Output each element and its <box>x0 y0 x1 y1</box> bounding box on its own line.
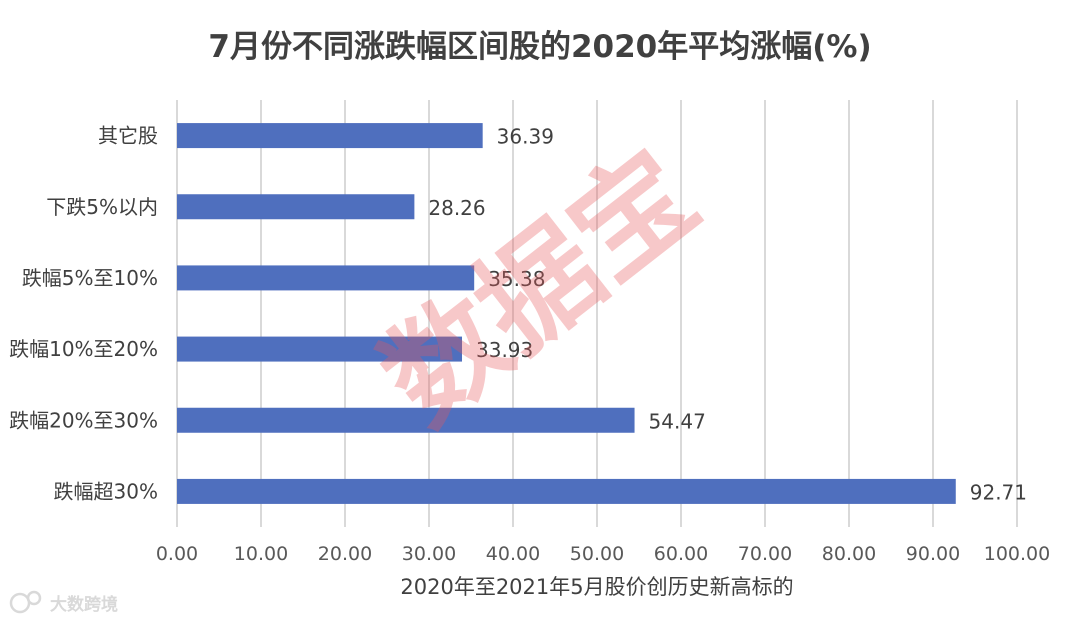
brand-logo-icon-dot <box>26 590 42 606</box>
x-tick-label: 50.00 <box>570 543 624 565</box>
brand-logo: 大数跨境 <box>9 590 118 615</box>
category-label: 其它股 <box>98 124 158 148</box>
data-label: 36.39 <box>497 125 554 149</box>
x-tick-label: 90.00 <box>906 543 960 565</box>
x-tick-label: 40.00 <box>486 543 540 565</box>
category-label: 跌幅20%至30% <box>9 408 158 432</box>
x-tick-label: 30.00 <box>402 543 456 565</box>
bar <box>177 478 956 504</box>
x-tick-label: 20.00 <box>318 543 372 565</box>
data-label: 92.71 <box>970 480 1027 504</box>
data-labels: 36.39 28.26 35.38 33.93 54.47 92.71 <box>428 125 1027 505</box>
data-label: 54.47 <box>649 409 706 433</box>
category-label: 下跌5%以内 <box>46 195 158 219</box>
bar <box>177 194 415 220</box>
data-label: 35.38 <box>488 267 545 291</box>
x-tick-label: 80.00 <box>822 543 876 565</box>
x-tick-label: 70.00 <box>738 543 792 565</box>
category-label: 跌幅10%至20% <box>9 337 158 361</box>
data-label: 28.26 <box>428 196 485 220</box>
x-tick-label: 10.00 <box>234 543 288 565</box>
x-tick-label: 100.00 <box>984 543 1050 565</box>
bar <box>177 336 463 362</box>
x-tick-label: 60.00 <box>654 543 708 565</box>
category-label: 跌幅5%至10% <box>22 266 158 290</box>
x-axis-title: 2020年至2021年5月股价创历史新高标的 <box>400 575 793 599</box>
bar <box>177 265 475 291</box>
bars <box>177 123 956 504</box>
data-label: 33.93 <box>476 338 533 362</box>
x-tick-labels: 0.00 10.00 20.00 30.00 40.00 50.00 60.00 70.00 8… <box>156 543 1050 565</box>
category-label: 跌幅超30% <box>54 479 158 503</box>
bar <box>177 123 483 149</box>
brand-logo-text: 大数跨境 <box>50 594 118 615</box>
grid-lines <box>176 100 1018 527</box>
brand-logo-icon <box>9 592 31 614</box>
chart-title: 7月份不同涨跌幅区间股的2020年平均涨幅(%) <box>208 29 871 65</box>
bar <box>177 407 635 433</box>
x-tick-label: 0.00 <box>156 543 198 565</box>
